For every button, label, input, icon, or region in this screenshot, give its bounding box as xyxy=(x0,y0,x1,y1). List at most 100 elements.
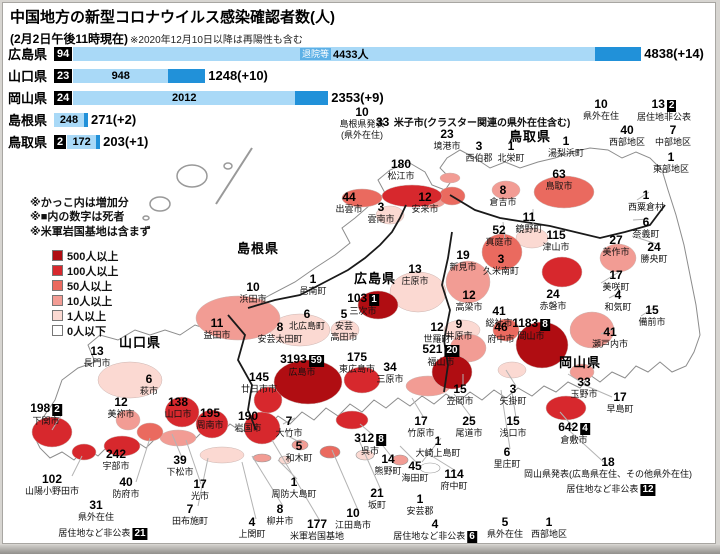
map-label: 1183 8 岡山市 xyxy=(512,316,550,341)
map-label: 114 府中町 xyxy=(440,467,467,492)
area-name: 倉吉市 xyxy=(489,197,517,208)
case-count: 177 xyxy=(306,517,328,531)
prefecture-label: 山口県 xyxy=(118,335,162,350)
map-label: 5 和木町 xyxy=(285,439,312,464)
area-name: 笠岡市 xyxy=(446,396,474,407)
bar-row: 岡山県 24 2012 2353(+9) xyxy=(8,90,384,106)
map-label: 34 三原市 xyxy=(376,360,404,385)
deaths-count-box: 21 xyxy=(132,528,148,540)
active-bar xyxy=(84,112,88,127)
map-label: 27 美作市 xyxy=(602,233,630,258)
map-label: 10 県外在住 xyxy=(583,97,619,122)
area-name: 北栄町 xyxy=(497,153,525,164)
bar-row: 広島県 94 退院等 4433人 4838(+14) xyxy=(8,46,704,62)
map-label: 3 雲南市 xyxy=(367,200,394,225)
case-count: 9 xyxy=(455,317,463,331)
map-label: 6 里庄町 xyxy=(493,445,520,470)
deaths-count-box: 2 xyxy=(52,404,62,416)
map-label: 居住地など非公表 12 xyxy=(566,484,656,496)
header: 中国地方の新型コロナウイルス感染確認者数(人) (2月2日午後11時現在) ※20… xyxy=(10,6,335,47)
map-label: 41 総社市 xyxy=(485,304,512,329)
map-label: 19 新見市 xyxy=(449,248,477,273)
legend-item: 100人以上 xyxy=(52,263,118,278)
case-count: 27 xyxy=(609,233,623,247)
map-label: 3193 59 広島市 xyxy=(280,352,324,377)
map-label: 145 廿日市市 xyxy=(240,370,278,395)
area-name: 三次市 xyxy=(349,306,377,316)
area-name: 新見市 xyxy=(449,262,477,273)
case-count: 3193 59 xyxy=(280,352,324,367)
case-count: 1 xyxy=(545,515,553,529)
area-name: 赤磐市 xyxy=(539,301,567,312)
map-label: 25 尾道市 xyxy=(455,414,482,439)
area-name: 柳井市 xyxy=(266,516,294,527)
map-label: 5 安芸 高田市 xyxy=(330,307,358,342)
case-count: 8 xyxy=(276,320,284,334)
case-count: 4 xyxy=(248,515,256,529)
case-count: 40 xyxy=(119,475,133,489)
case-count: 1 xyxy=(309,272,317,286)
area-name: 周南市 xyxy=(196,420,224,431)
area-name: 美作市 xyxy=(602,247,630,258)
area-name: 浅口市 xyxy=(499,428,527,439)
map-label: 10 江田島市 xyxy=(334,506,372,531)
map-inset-islands xyxy=(142,147,253,221)
deaths-count-box: 24 xyxy=(54,90,73,105)
map-label: 10 浜田市 xyxy=(239,280,266,305)
map-label: 1 北栄町 xyxy=(497,139,525,164)
area-name: 上関町 xyxy=(238,529,266,540)
map-label: 9 井原市 xyxy=(445,317,473,342)
legend-item: 1人以上 xyxy=(52,308,118,323)
area-name: 廿日市市 xyxy=(240,384,278,395)
case-count: 10 xyxy=(346,506,360,520)
map-label: 15 浅口市 xyxy=(499,414,527,439)
case-count: 10 xyxy=(355,105,369,119)
area-name: 熊野町 xyxy=(374,466,402,477)
prefecture-name: 岡山県 xyxy=(8,91,48,106)
bar-row: 鳥取県 2 172 203(+1) xyxy=(8,134,148,150)
map-label: 1 安芸郡 xyxy=(406,492,433,517)
case-count: 521 20 xyxy=(422,342,460,357)
deaths-count-box: 2 xyxy=(666,100,677,112)
map-label: 4 和気町 xyxy=(604,288,632,313)
map-label: 12 高梁市 xyxy=(455,288,482,313)
case-count: 102 xyxy=(41,472,63,486)
area-name: 美祢市 xyxy=(107,409,135,420)
map-label: 8 倉吉市 xyxy=(489,183,517,208)
area-name: 居住地など非公表 12 xyxy=(566,484,656,496)
map-label: 18 岡山県発表(広島県在住、その他県外在住) xyxy=(524,455,692,480)
area-name-line2: 高田市 xyxy=(330,331,358,342)
case-count: 180 xyxy=(390,157,412,171)
case-count: 175 xyxy=(346,350,368,364)
map-label: 17 早島町 xyxy=(606,390,633,415)
area-name: 下関市 xyxy=(32,416,60,426)
area-name: 安芸 xyxy=(334,321,354,332)
case-count: 6 xyxy=(503,445,511,459)
case-count: 242 xyxy=(105,447,127,461)
area-name: 江田島市 xyxy=(334,520,372,531)
map-label: 11 鏡野町 xyxy=(515,210,542,235)
case-count: 34 xyxy=(383,360,397,374)
discharged-count: 948 xyxy=(111,69,130,82)
bottom-frame-line xyxy=(0,545,720,554)
case-count: 3 xyxy=(377,200,385,214)
legend-label: 50人以上 xyxy=(67,280,113,293)
area-name: 井原市 xyxy=(445,331,473,342)
area-name: 矢掛町 xyxy=(499,396,527,407)
area-name: 西部地区 xyxy=(608,137,646,148)
area-name: 三原市 xyxy=(376,374,404,385)
discharged-count: 248 xyxy=(59,113,79,126)
map-label: 63 鳥取市 xyxy=(545,167,572,192)
area-name: 津山市 xyxy=(542,242,570,253)
legend-label: 0人以下 xyxy=(67,325,107,338)
legend-label: 500人以上 xyxy=(67,250,119,263)
legend-label: 10人以上 xyxy=(67,295,113,308)
case-count: 4 xyxy=(431,517,439,531)
case-count: 40 xyxy=(620,123,634,137)
as-of-date: (2月2日午後11時現在) xyxy=(10,32,129,46)
prefecture-name: 山口県 xyxy=(8,69,48,84)
area-name: 周防大島町 xyxy=(271,489,317,500)
area-name: 和気町 xyxy=(604,302,632,313)
